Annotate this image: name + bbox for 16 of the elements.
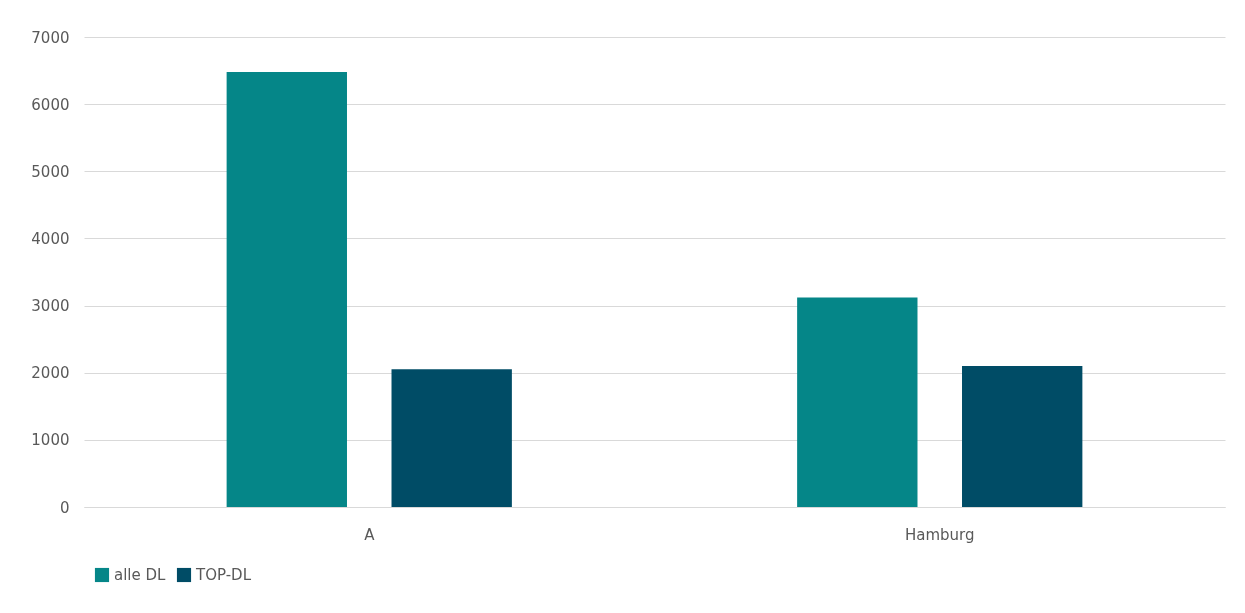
- y-tick-label: 5000: [31, 162, 70, 181]
- legend-label: alle DL: [114, 566, 167, 584]
- y-tick-label: 6000: [31, 95, 70, 114]
- y-tick-label: 3000: [31, 297, 70, 316]
- bar: [226, 71, 347, 507]
- bar: [391, 369, 512, 507]
- bar: [797, 297, 918, 507]
- legend-label: TOP-DL: [195, 566, 252, 584]
- x-tick-label: A: [364, 525, 376, 544]
- y-tick-label: 7000: [31, 28, 70, 47]
- y-tick-label: 2000: [31, 364, 70, 383]
- y-tick-label: 1000: [31, 431, 70, 450]
- y-tick-label: 4000: [31, 229, 70, 248]
- bar: [962, 366, 1083, 507]
- x-tick-label: Hamburg: [904, 525, 975, 544]
- y-tick-label: 0: [59, 498, 70, 517]
